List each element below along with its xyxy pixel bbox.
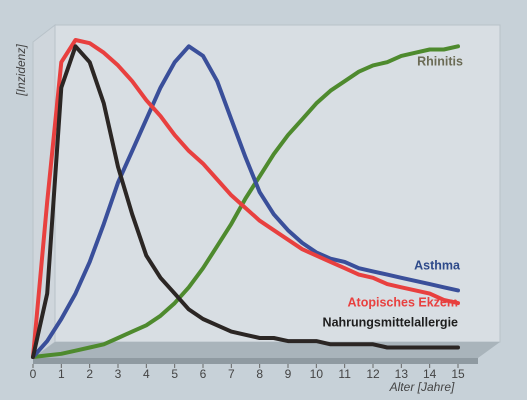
x-tick-label: 6 <box>200 367 207 381</box>
x-tick-label: 5 <box>171 367 178 381</box>
series-label: Atopisches Ekzem <box>348 295 458 309</box>
series-label: Asthma <box>414 258 461 272</box>
x-tick-label: 15 <box>451 367 465 381</box>
x-tick-label: 11 <box>338 367 351 381</box>
series-label: Nahrungsmittelallergie <box>323 315 458 329</box>
x-tick-label: 2 <box>86 367 93 381</box>
x-axis-label: Alter [Jahre] <box>389 380 455 394</box>
floor-edge <box>33 358 478 364</box>
x-tick-label: 3 <box>115 367 122 381</box>
x-tick-label: 4 <box>143 367 150 381</box>
x-tick-label: 1 <box>58 367 65 381</box>
x-tick-label: 10 <box>310 367 324 381</box>
series-line <box>31 44 460 359</box>
x-tick-label: 9 <box>285 367 292 381</box>
y-axis-label: [Inzidenz] <box>14 44 28 97</box>
series-line <box>31 44 460 359</box>
x-tick-label: 12 <box>366 367 380 381</box>
x-tick-label: 14 <box>423 367 437 381</box>
x-tick-label: 13 <box>395 367 409 381</box>
series-line <box>31 44 460 359</box>
x-tick-label: 7 <box>228 367 235 381</box>
series-label: Rhinitis <box>417 54 463 68</box>
series-line <box>31 38 460 359</box>
x-tick-label: 0 <box>30 367 37 381</box>
x-tick-label: 8 <box>256 367 263 381</box>
